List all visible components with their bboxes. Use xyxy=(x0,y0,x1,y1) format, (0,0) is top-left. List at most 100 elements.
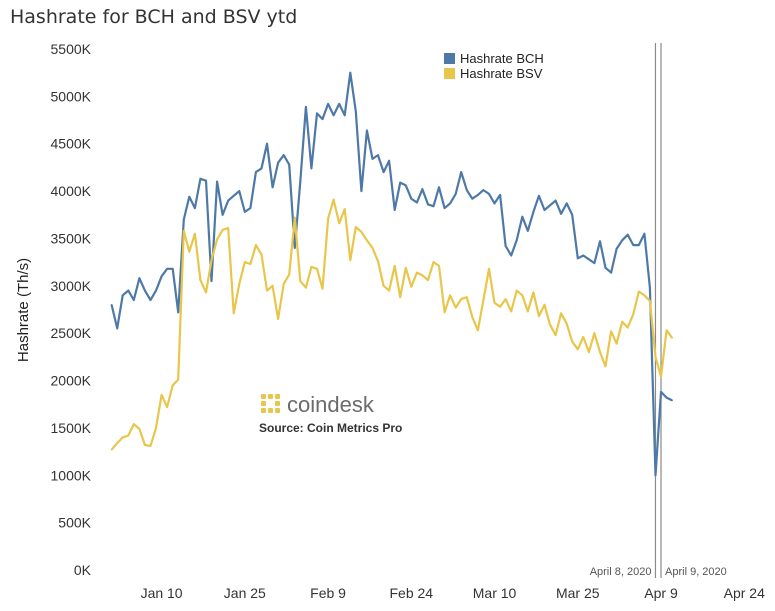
data-point xyxy=(660,376,662,378)
data-point xyxy=(554,334,557,336)
data-point xyxy=(160,275,163,278)
data-point xyxy=(643,232,646,235)
y-tick-label: 2000K xyxy=(51,373,92,389)
legend-swatch-bch xyxy=(444,53,455,64)
series-line-bsv xyxy=(110,198,673,451)
data-point xyxy=(121,294,124,297)
data-point xyxy=(349,71,352,74)
data-point xyxy=(638,244,640,246)
data-point xyxy=(282,154,285,156)
legend: Hashrate BCH Hashrate BSV xyxy=(444,51,544,81)
legend-label-bch: Hashrate BCH xyxy=(460,51,544,66)
data-point xyxy=(410,197,413,200)
data-point xyxy=(615,342,618,345)
data-point xyxy=(405,184,407,187)
data-point xyxy=(183,218,185,221)
date-marker-label: April 9, 2020 xyxy=(665,566,727,578)
series-points-bch xyxy=(110,71,673,477)
data-point xyxy=(305,286,307,289)
data-point xyxy=(171,384,174,387)
data-point xyxy=(116,442,118,444)
data-point xyxy=(366,129,368,132)
data-point xyxy=(482,299,485,301)
y-tick-label: 2500K xyxy=(51,325,92,341)
data-point xyxy=(626,326,629,329)
data-point xyxy=(160,394,163,396)
data-point xyxy=(449,202,451,205)
data-point xyxy=(155,289,157,292)
data-point xyxy=(604,365,607,368)
x-tick-label: Mar 25 xyxy=(556,585,600,601)
data-point xyxy=(493,302,496,304)
coindesk-logo-icon xyxy=(261,394,280,413)
data-point xyxy=(588,351,590,353)
y-tick-label: 3000K xyxy=(51,278,92,294)
data-point xyxy=(255,171,257,173)
data-point xyxy=(649,286,651,289)
data-point xyxy=(149,299,152,301)
data-point xyxy=(360,190,363,192)
data-point xyxy=(377,260,379,263)
data-point xyxy=(332,114,335,117)
data-point xyxy=(538,315,540,317)
x-tick-label: Apr 24 xyxy=(724,585,765,601)
data-point xyxy=(571,214,573,216)
data-point xyxy=(305,106,307,108)
x-tick-label: Apr 9 xyxy=(644,585,678,601)
data-point xyxy=(316,112,318,115)
data-point xyxy=(188,250,191,253)
data-point xyxy=(604,267,607,269)
data-point xyxy=(477,194,479,196)
data-point xyxy=(577,348,579,351)
data-point xyxy=(593,262,596,264)
x-tick-label: Feb 24 xyxy=(390,585,434,601)
data-point xyxy=(510,310,512,313)
data-point xyxy=(294,247,296,249)
data-point xyxy=(527,310,529,313)
data-point xyxy=(443,311,446,314)
data-point xyxy=(210,259,213,262)
data-point xyxy=(110,448,113,451)
data-point xyxy=(238,283,241,285)
data-point xyxy=(427,279,429,281)
x-tick-label: Jan 25 xyxy=(224,585,266,601)
data-point xyxy=(543,304,546,306)
x-tick-label: Feb 9 xyxy=(310,585,346,601)
data-point xyxy=(632,244,635,246)
data-point xyxy=(471,197,474,200)
data-point xyxy=(405,267,407,269)
data-point xyxy=(466,296,468,299)
date-markers: April 8, 2020 April 9, 2020 xyxy=(590,43,727,578)
data-point xyxy=(438,265,440,267)
data-point xyxy=(499,305,501,308)
source-note: Source: Coin Metrics Pro xyxy=(259,421,402,435)
data-point xyxy=(649,300,651,302)
series-points-bsv xyxy=(110,198,673,451)
data-point xyxy=(221,229,224,231)
legend-swatch-bsv xyxy=(444,68,455,79)
data-point xyxy=(421,188,424,190)
data-point xyxy=(416,201,418,204)
data-point xyxy=(199,279,202,281)
data-point xyxy=(371,247,374,249)
data-point xyxy=(554,199,557,202)
x-tick-label: Mar 10 xyxy=(473,585,517,601)
data-point xyxy=(488,193,490,195)
data-point xyxy=(166,268,168,270)
data-point xyxy=(499,194,501,196)
coindesk-watermark: coindesk Source: Coin Metrics Pro xyxy=(259,392,402,435)
data-point xyxy=(171,268,174,270)
data-point xyxy=(255,244,257,246)
y-tick-label: 5000K xyxy=(51,88,92,104)
data-point xyxy=(127,289,130,292)
series-layer xyxy=(110,71,673,477)
data-point xyxy=(477,329,479,332)
legend-label-bsv: Hashrate BSV xyxy=(460,66,543,81)
data-point xyxy=(643,294,646,297)
data-point xyxy=(527,230,529,232)
data-point xyxy=(227,227,229,229)
data-point xyxy=(205,179,207,182)
y-tick-label: 500K xyxy=(58,515,91,531)
data-point xyxy=(577,257,579,260)
data-point xyxy=(244,211,246,213)
